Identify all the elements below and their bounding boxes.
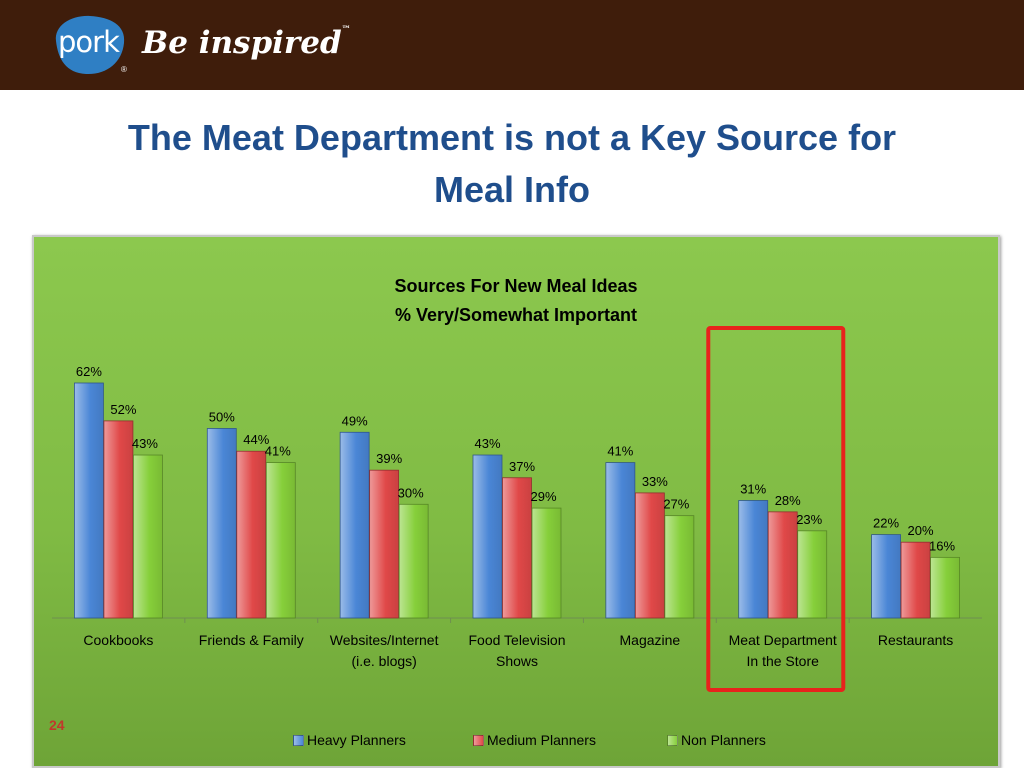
data-label: 30% <box>398 485 424 500</box>
data-label: 27% <box>663 497 689 512</box>
pork-logo: pork ® Be inspired™ <box>50 13 351 77</box>
bar-medium-planners-3 <box>502 477 532 619</box>
data-label: 23% <box>796 512 822 527</box>
bar-non-planners-6 <box>930 556 960 619</box>
slide-title-line2: Meal Info <box>433 169 590 210</box>
data-label: 22% <box>873 516 899 531</box>
bar-non-planners-4 <box>664 515 695 619</box>
logo-trademark: ™ <box>341 25 351 35</box>
bar-non-planners-2 <box>398 503 429 619</box>
bar-non-planners-3 <box>531 507 562 619</box>
bar-medium-planners-1 <box>236 450 267 619</box>
category-label: Cookbooks <box>83 632 153 648</box>
bar-medium-planners-5 <box>767 511 798 619</box>
chart-panel: Sources For New Meal Ideas % Very/Somewh… <box>32 235 1000 768</box>
data-label: 28% <box>775 493 801 508</box>
data-label: 44% <box>243 432 269 447</box>
category-label: (i.e. blogs) <box>351 653 416 669</box>
data-label: 62% <box>76 364 102 379</box>
bar-heavy-planners-3 <box>472 454 503 619</box>
logo-badge-icon <box>55 15 125 75</box>
data-label: 49% <box>342 413 368 428</box>
legend-label: Non Planners <box>681 732 766 748</box>
category-label: Shows <box>496 653 538 669</box>
logo-tagline: Be inspired™ <box>142 25 351 61</box>
logo-word: pork <box>58 25 120 59</box>
data-label: 31% <box>740 482 766 497</box>
category-label: Food Television <box>468 632 565 648</box>
legend-label: Heavy Planners <box>307 732 406 748</box>
chart-subtitle: % Very/Somewhat Important <box>394 305 638 325</box>
legend-swatch <box>473 734 484 746</box>
category-label: Magazine <box>620 632 681 648</box>
legend-swatch <box>667 734 678 746</box>
category-label: Restaurants <box>878 632 953 648</box>
data-label: 39% <box>376 451 402 466</box>
legend-label: Medium Planners <box>487 732 596 748</box>
data-label: 43% <box>132 436 158 451</box>
legend-item-heavy-planners: Heavy Planners <box>293 732 406 748</box>
bar-medium-planners-4 <box>634 492 665 619</box>
data-label: 29% <box>530 489 556 504</box>
bar-chart: 62%52%43%50%44%41%49%39%30%43%37%29%41%3… <box>52 326 982 692</box>
category-label: In the Store <box>747 653 820 669</box>
data-label: 50% <box>209 409 235 424</box>
bar-heavy-planners-4 <box>605 462 636 619</box>
bar-heavy-planners-0 <box>74 382 104 619</box>
category-label: Meat Department <box>729 632 837 648</box>
bar-heavy-planners-2 <box>339 431 370 619</box>
bar-heavy-planners-6 <box>871 534 901 619</box>
slide-title-line1: The Meat Department is not a Key Source … <box>127 117 897 158</box>
bar-non-planners-5 <box>797 530 828 619</box>
slide-title: The Meat Department is not a Key Source … <box>40 112 984 216</box>
header-bar: pork ® Be inspired™ <box>0 0 1024 90</box>
legend-item-medium-planners: Medium Planners <box>473 732 596 748</box>
data-label: 52% <box>110 402 136 417</box>
bar-heavy-planners-5 <box>738 500 769 619</box>
legend-item-non-planners: Non Planners <box>667 732 766 748</box>
data-label: 33% <box>642 474 668 489</box>
bar-medium-planners-2 <box>369 469 400 619</box>
bar-medium-planners-0 <box>103 420 134 619</box>
highlight-box <box>706 326 846 692</box>
bar-non-planners-0 <box>133 454 163 619</box>
data-label: 20% <box>908 523 934 538</box>
data-label: 43% <box>474 436 500 451</box>
chart-title-main: Sources For New Meal Ideas <box>394 276 638 296</box>
bar-medium-planners-6 <box>900 541 931 619</box>
chart-title: Sources For New Meal Ideas % Very/Somewh… <box>34 272 998 330</box>
data-label: 41% <box>265 444 291 459</box>
data-label: 41% <box>607 444 633 459</box>
bar-non-planners-1 <box>265 462 296 619</box>
legend-swatch <box>293 734 304 746</box>
page-number: 24 <box>49 717 65 733</box>
category-label: Websites/Internet <box>330 632 439 648</box>
category-label: Friends & Family <box>199 632 304 648</box>
chart-legend: Heavy Planners Medium Planners Non Planner… <box>34 732 998 754</box>
logo-registered-mark: ® <box>121 65 127 74</box>
logo-tagline-text: Be inspired <box>142 25 342 61</box>
data-label: 37% <box>509 459 535 474</box>
bar-heavy-planners-1 <box>206 428 237 619</box>
data-label: 16% <box>929 538 955 553</box>
